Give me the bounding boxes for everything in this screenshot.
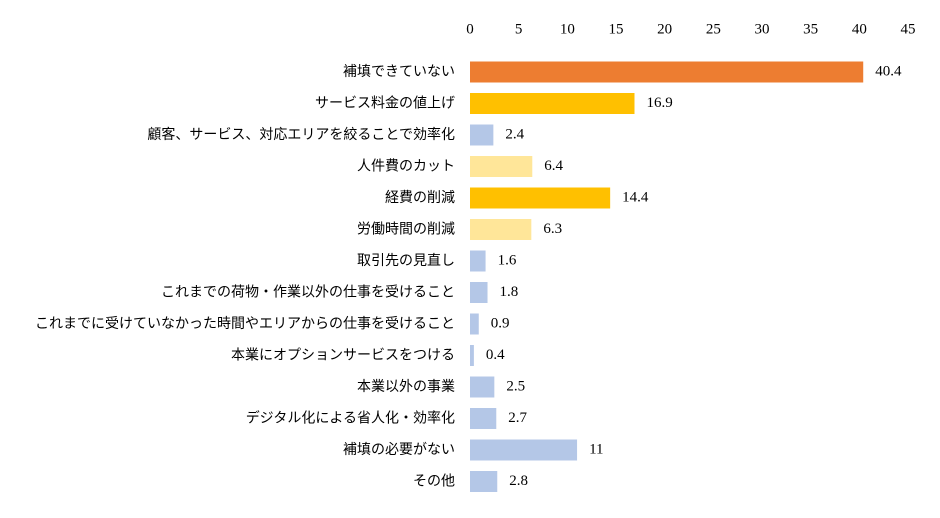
data-label: 14.4 (622, 189, 649, 205)
bar (470, 93, 635, 114)
bar (470, 282, 488, 303)
data-label: 2.8 (509, 473, 528, 489)
x-tick-label: 15 (609, 21, 624, 37)
data-label: 6.3 (543, 221, 562, 237)
data-label: 40.4 (875, 63, 902, 79)
y-tick-label: デジタル化による省人化・効率化 (246, 410, 455, 427)
data-label: 2.7 (508, 410, 527, 426)
x-tick-label: 30 (755, 21, 770, 37)
y-tick-label: 労働時間の削減 (357, 221, 455, 238)
bar (470, 187, 611, 209)
data-label: 0.9 (491, 315, 510, 331)
bar (470, 471, 498, 492)
x-tick-label: 10 (560, 21, 575, 37)
y-tick-label: 補填の必要がない (343, 442, 455, 458)
y-tick-label: 本業以外の事業 (357, 379, 455, 395)
bar (470, 124, 494, 146)
x-tick-label: 40 (852, 21, 867, 37)
y-tick-label: 補填できていない (343, 64, 455, 80)
bar (470, 376, 495, 398)
bar (470, 250, 486, 272)
y-tick-label: サービス料金の値上げ (315, 96, 455, 112)
data-label: 2.5 (506, 378, 525, 394)
x-tick-label: 25 (706, 21, 721, 37)
x-tick-label: 20 (657, 21, 672, 37)
x-tick-label: 45 (901, 21, 916, 37)
data-label: 0.4 (486, 347, 505, 363)
bar (470, 345, 474, 366)
y-tick-label: その他 (413, 474, 455, 490)
data-label: 6.4 (544, 158, 563, 174)
y-tick-label: 本業にオプションサービスをつける (231, 348, 455, 364)
x-tick-label: 0 (466, 21, 474, 37)
data-label: 1.6 (498, 252, 517, 268)
bar (470, 408, 497, 429)
y-tick-label: 取引先の見直し (357, 252, 455, 269)
bar (470, 439, 578, 461)
data-label: 2.4 (505, 126, 524, 142)
bar (470, 313, 479, 335)
y-tick-label: 人件費のカット (357, 159, 455, 175)
bar (470, 61, 864, 83)
y-tick-label: これまでに受けていなかった時間やエリアからの仕事を受けること (35, 316, 455, 332)
y-tick-label: 顧客、サービス、対応エリアを絞ることで効率化 (147, 126, 455, 143)
data-label: 1.8 (500, 284, 519, 300)
y-tick-label: 経費の削減 (385, 189, 455, 206)
bar (470, 156, 533, 177)
data-label: 11 (589, 441, 603, 457)
x-tick-label: 5 (515, 21, 523, 37)
data-label: 16.9 (646, 95, 672, 111)
bar (470, 219, 532, 240)
x-tick-label: 35 (803, 21, 818, 37)
y-tick-label: これまでの荷物・作業以外の仕事を受けること (161, 285, 455, 301)
